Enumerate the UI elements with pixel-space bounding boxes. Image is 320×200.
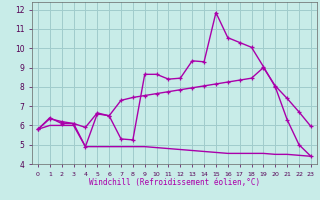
X-axis label: Windchill (Refroidissement éolien,°C): Windchill (Refroidissement éolien,°C) bbox=[89, 178, 260, 187]
